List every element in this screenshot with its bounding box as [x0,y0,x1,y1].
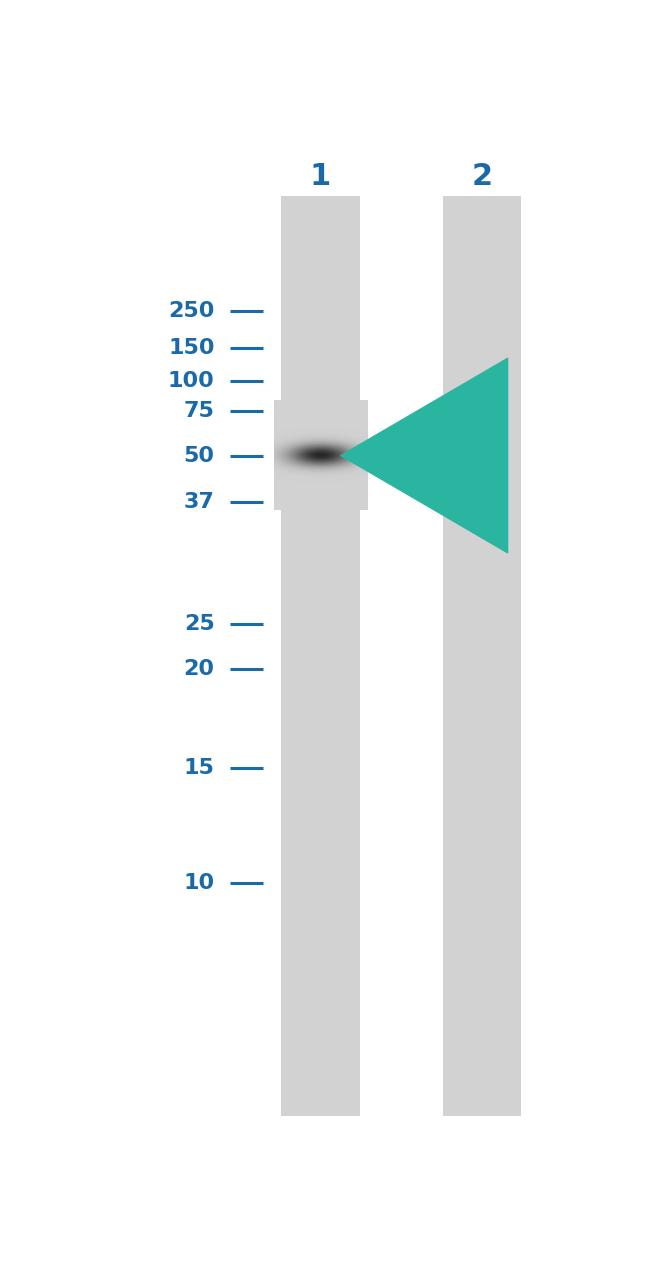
Text: 10: 10 [183,872,214,893]
Text: 250: 250 [168,301,214,321]
Text: 20: 20 [184,659,214,678]
Text: 37: 37 [184,493,214,513]
Bar [281,197,359,1115]
Text: 1: 1 [310,163,331,192]
Text: 25: 25 [184,613,214,634]
Text: 15: 15 [184,758,214,779]
Text: 75: 75 [184,400,214,420]
Text: 150: 150 [168,338,214,358]
Bar [443,197,521,1115]
Text: 50: 50 [184,446,214,466]
Text: 2: 2 [471,163,492,192]
Text: 100: 100 [168,371,215,391]
